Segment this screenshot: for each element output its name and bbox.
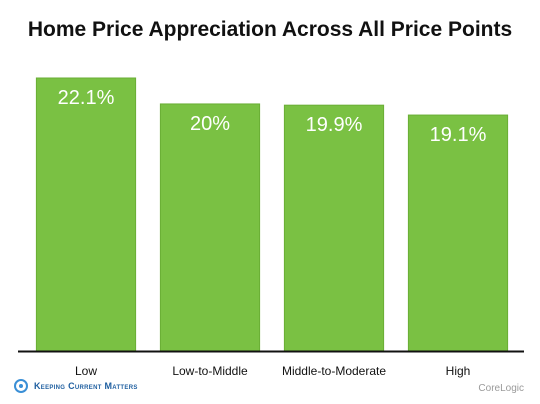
data-label-high: 19.1% [430,124,487,146]
chart-title: Home Price Appreciation Across All Price… [27,18,513,41]
data-label-low: 22.1% [58,87,115,109]
brand-logo-icon [14,379,28,393]
brand-name: Keeping Current Matters [34,381,138,391]
bar-low-to-middle [159,103,261,352]
bar-low [35,77,137,352]
data-label-low-to-middle: 20% [190,113,230,135]
x-tick-label-low: Low [75,364,97,378]
source-label: CoreLogic [478,383,524,394]
x-tick-label-high: High [446,364,471,378]
x-tick-label-low-to-middle: Low-to-Middle [172,364,248,378]
brand-footer: Keeping Current Matters [14,376,138,396]
bar-middle-to-moderate [283,104,385,352]
x-tick-label-middle-to-moderate: Middle-to-Moderate [282,364,386,378]
data-label-middle-to-moderate: 19.9% [306,114,363,136]
bar-high [407,114,509,352]
